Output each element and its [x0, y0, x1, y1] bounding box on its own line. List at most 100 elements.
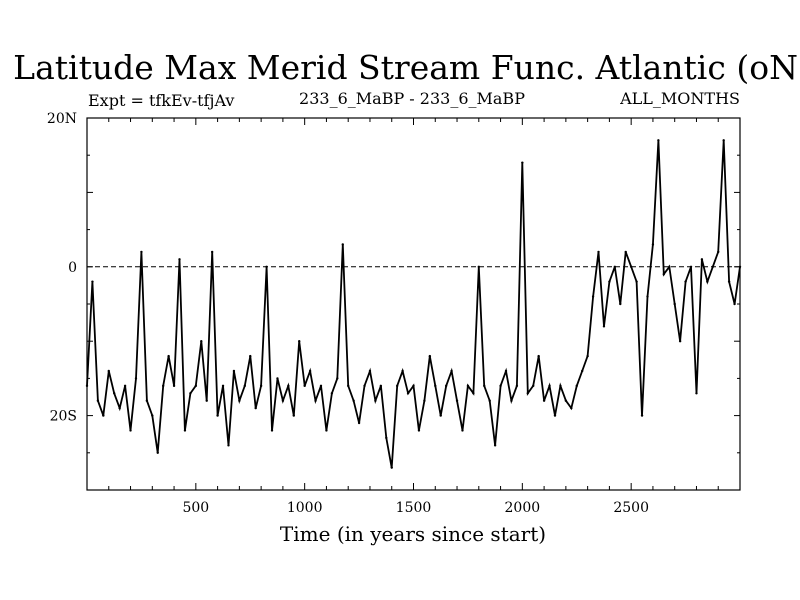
- data-point: [412, 384, 415, 388]
- x-tick-label: 2500: [613, 500, 649, 516]
- data-point: [401, 369, 404, 373]
- data-point: [123, 384, 127, 388]
- data-point: [657, 139, 660, 142]
- plot-frame: [86, 117, 741, 491]
- data-point: [700, 258, 704, 261]
- data-point: [129, 429, 132, 432]
- data-point: [341, 243, 344, 246]
- data-point: [651, 243, 655, 246]
- right-header: ALL_MONTHS: [619, 89, 740, 108]
- data-point: [717, 250, 720, 254]
- data-point: [472, 392, 475, 395]
- data-point: [548, 384, 551, 388]
- data-point: [570, 406, 573, 410]
- data-point: [678, 340, 682, 343]
- data-point: [575, 384, 578, 388]
- data-point: [227, 444, 230, 447]
- data-point: [107, 369, 110, 373]
- data-point: [586, 354, 589, 358]
- data-point: [276, 377, 279, 380]
- data-point: [477, 265, 480, 268]
- y-tick-label: 20N: [47, 111, 77, 127]
- series-line: [86, 140, 741, 468]
- data-point: [629, 265, 633, 268]
- data-point: [591, 295, 595, 298]
- data-point: [336, 377, 339, 380]
- data-point: [314, 399, 317, 402]
- data-point: [706, 280, 709, 283]
- data-point: [172, 384, 176, 388]
- data-point: [673, 302, 676, 306]
- data-point: [624, 250, 627, 254]
- data-point: [526, 392, 529, 395]
- data-point: [238, 399, 241, 402]
- data-point: [668, 265, 671, 268]
- data-point: [722, 139, 725, 142]
- data-point: [298, 340, 301, 343]
- left-header: Expt = tfkEv-tfjAv: [88, 91, 234, 110]
- data-point: [542, 399, 546, 402]
- data-point: [733, 302, 736, 306]
- y-tick-label: 20S: [50, 409, 77, 425]
- data-point: [390, 466, 393, 469]
- data-point: [281, 399, 285, 402]
- data-point: [330, 392, 334, 395]
- data-point: [564, 399, 568, 402]
- data-point: [178, 258, 181, 261]
- data-point: [287, 384, 290, 388]
- data-point: [461, 429, 464, 432]
- y-tick-label: 0: [68, 260, 77, 276]
- data-point: [423, 399, 426, 402]
- data-point: [385, 436, 388, 440]
- x-axis-label: Time (in years since start): [280, 522, 546, 546]
- data-point: [662, 273, 666, 276]
- data-point: [85, 384, 89, 388]
- data-point: [510, 399, 513, 402]
- data-point: [183, 429, 187, 432]
- chart-title: Latitude Max Merid Stream Func. Atlantic…: [13, 48, 800, 87]
- data-point: [532, 384, 535, 388]
- x-tick-label: 2000: [505, 500, 541, 516]
- data-point: [608, 280, 611, 283]
- data-point: [221, 384, 225, 388]
- data-point: [602, 325, 606, 328]
- data-point: [200, 340, 203, 343]
- data-point: [308, 369, 312, 373]
- data-point: [319, 384, 323, 388]
- data-point: [113, 392, 116, 395]
- data-point: [156, 451, 159, 454]
- data-point: [325, 429, 328, 432]
- data-point: [406, 392, 410, 395]
- data-point: [368, 369, 372, 373]
- data-point: [357, 421, 361, 425]
- data-point: [684, 280, 687, 283]
- data-point: [167, 354, 170, 358]
- data-point: [352, 399, 355, 402]
- data-point: [695, 392, 698, 395]
- data-point: [243, 384, 247, 388]
- data-point: [640, 414, 644, 417]
- data-point: [161, 384, 165, 388]
- data-point: [483, 384, 486, 388]
- data-point: [254, 406, 257, 410]
- data-point: [249, 354, 252, 358]
- x-tick-label: 1500: [396, 500, 432, 516]
- data-point: [537, 354, 540, 358]
- data-point: [232, 369, 236, 373]
- data-point: [521, 161, 524, 164]
- data-point: [689, 265, 693, 268]
- data-point: [379, 384, 383, 388]
- data-point: [597, 250, 600, 254]
- data-point: [96, 399, 100, 402]
- data-point: [91, 280, 94, 283]
- plot-area: 500 1000 1500 2000 2500 20N 0 20S: [47, 111, 742, 516]
- data-point: [559, 384, 562, 388]
- data-point: [711, 265, 714, 268]
- data-point: [118, 406, 121, 410]
- data-point: [619, 302, 622, 306]
- data-point: [292, 414, 295, 417]
- data-point: [488, 399, 491, 402]
- data-point: [635, 280, 638, 283]
- data-point: [347, 384, 350, 388]
- center-header: 233_6_MaBP - 233_6_MaBP: [299, 89, 525, 108]
